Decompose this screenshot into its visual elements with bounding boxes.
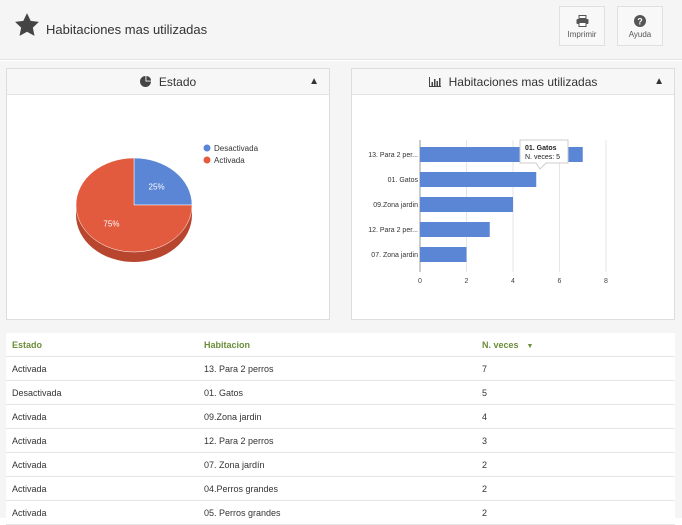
table-cell: Activada xyxy=(12,364,47,374)
table-cell: 09.Zona jardin xyxy=(204,412,262,422)
print-label: Imprimir xyxy=(567,30,597,39)
x-tick-label: 0 xyxy=(418,278,422,285)
table-cell: Activada xyxy=(12,412,47,422)
legend-marker xyxy=(203,156,211,164)
table-cell: Activada xyxy=(12,484,47,494)
table-cell: 12. Para 2 perros xyxy=(204,436,274,446)
table-cell: Activada xyxy=(12,508,47,518)
x-tick-label: 4 xyxy=(511,278,515,285)
table-cell: 2 xyxy=(482,484,488,494)
table-cell: 05. Perros grandes xyxy=(204,508,281,518)
table-cell: 04.Perros grandes xyxy=(204,484,279,494)
page-header: Habitaciones mas utilizadas Imprimir ? A… xyxy=(0,0,682,60)
table-row[interactable]: Activada 13. Para 2 perros 7 xyxy=(6,357,675,381)
svg-text:?: ? xyxy=(637,17,643,27)
bar[interactable] xyxy=(420,197,513,212)
legend-label[interactable]: Desactivada xyxy=(214,144,259,153)
star-icon xyxy=(15,13,39,36)
estado-panel: Estado ▲ 25% 75% Desactivada Activada xyxy=(6,68,330,320)
help-label: Ayuda xyxy=(628,30,652,39)
bar[interactable] xyxy=(420,222,490,237)
bar[interactable] xyxy=(420,172,537,187)
table-cell: 13. Para 2 perros xyxy=(204,364,274,374)
habitaciones-panel: Habitaciones mas utilizadas ▲ 0 2 4 6 8 13. P… xyxy=(351,68,675,320)
table-cell: 7 xyxy=(482,364,488,374)
table-cell: Activada xyxy=(12,460,47,470)
y-category-label: 07. Zona jardin xyxy=(371,252,418,259)
pie-slice[interactable] xyxy=(75,157,193,253)
pie-label: 25% xyxy=(149,183,165,192)
panel-title: Estado xyxy=(158,75,197,89)
legend-marker xyxy=(203,144,211,152)
col-n-veces[interactable]: N. veces ▼ xyxy=(482,340,533,350)
table-cell: 3 xyxy=(482,436,488,446)
table-row[interactable]: Activada 05. Perros grandes 2 xyxy=(6,501,675,525)
tooltip-title: 01. Gatos xyxy=(525,145,557,152)
bar[interactable] xyxy=(420,247,467,262)
collapse-chevron-icon[interactable]: ▲ xyxy=(309,76,319,87)
y-category-label: 13. Para 2 per... xyxy=(368,152,418,159)
pie-slice[interactable] xyxy=(133,157,193,206)
col-estado[interactable]: Estado xyxy=(12,340,43,350)
table-cell: 2 xyxy=(482,460,488,470)
y-category-label: 01. Gatos xyxy=(388,177,419,184)
printer-icon xyxy=(576,15,588,27)
col-n-veces-label: N. veces xyxy=(482,340,519,350)
tooltip: 01. Gatos N. veces: 5 xyxy=(519,139,569,170)
page-title: Habitaciones mas utilizadas xyxy=(46,22,208,37)
x-tick-label: 2 xyxy=(465,278,469,285)
print-button[interactable]: Imprimir xyxy=(559,6,605,46)
help-button[interactable]: ? Ayuda xyxy=(617,6,663,46)
table-row[interactable]: Activada 09.Zona jardin 4 xyxy=(6,405,675,429)
question-circle-icon: ? xyxy=(634,15,646,27)
bar-chart: 0 2 4 6 8 13. Para 2 per... 01. Gatos 09.Zona j… xyxy=(368,139,608,285)
legend-label[interactable]: Activada xyxy=(214,156,245,165)
tooltip-box xyxy=(519,139,569,170)
col-habitacion[interactable]: Habitacion xyxy=(204,340,251,350)
panel-header: Habitaciones mas utilizadas ▲ xyxy=(352,69,674,95)
pie-chart-icon xyxy=(139,76,151,87)
table-cell: 4 xyxy=(482,412,488,422)
tooltip-text: N. veces: 5 xyxy=(525,154,560,161)
table-row[interactable]: Activada 04.Perros grandes 2 xyxy=(6,477,675,501)
y-category-label: 09.Zona jardin xyxy=(373,202,418,209)
table-cell: 5 xyxy=(482,388,488,398)
pie-label: 75% xyxy=(103,219,119,228)
table-row[interactable]: Desactivada 01. Gatos 5 xyxy=(6,381,675,405)
panel-title: Habitaciones mas utilizadas xyxy=(448,75,598,89)
table-cell: 07. Zona jardín xyxy=(204,460,265,470)
sort-desc-icon: ▼ xyxy=(526,343,534,350)
table-row[interactable]: Activada 12. Para 2 perros 3 xyxy=(6,429,675,453)
table-cell: 2 xyxy=(482,508,488,518)
data-table: Estado Habitacion N. veces ▼ Activada 13. … xyxy=(6,333,675,525)
table-cell: Desactivada xyxy=(12,388,62,398)
x-tick-label: 6 xyxy=(558,278,562,285)
y-category-label: 12. Para 2 per... xyxy=(368,227,418,234)
panel-header: Estado ▲ xyxy=(7,69,329,95)
table-header: Estado Habitacion N. veces ▼ xyxy=(6,333,675,357)
collapse-chevron-icon[interactable]: ▲ xyxy=(654,76,664,87)
table-cell: 01. Gatos xyxy=(204,388,244,398)
table-cell: Activada xyxy=(12,436,47,446)
pie-chart: 25% 75% Desactivada Activada xyxy=(75,144,259,262)
table-row[interactable]: Activada 07. Zona jardín 2 xyxy=(6,453,675,477)
x-tick-label: 8 xyxy=(604,278,608,285)
bar-chart-icon xyxy=(428,77,441,87)
